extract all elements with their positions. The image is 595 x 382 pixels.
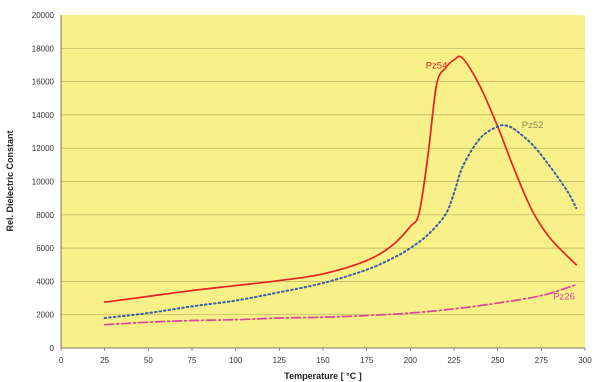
y-tick-label: 2000 xyxy=(36,311,54,320)
axes: 0200040006000800010000120001400016000180… xyxy=(32,11,592,365)
x-tick-label: 150 xyxy=(316,356,330,365)
grid-lines xyxy=(61,47,585,316)
y-tick-label: 20000 xyxy=(32,11,55,20)
y-tick-label: 18000 xyxy=(32,44,55,53)
series-group xyxy=(103,55,578,326)
y-tick-label: 16000 xyxy=(32,78,55,87)
x-tick-label: 250 xyxy=(491,356,505,365)
x-tick-label: 50 xyxy=(144,356,153,365)
y-tick-label: 8000 xyxy=(36,211,54,220)
x-axis-title: Temperature [ °C ] xyxy=(284,371,361,381)
x-tick-label: 125 xyxy=(273,356,287,365)
series-label-pz26: Pz26 xyxy=(553,292,575,303)
y-tick-label: 10000 xyxy=(32,178,55,187)
series-line-pz26 xyxy=(103,283,578,326)
x-tick-label: 175 xyxy=(360,356,374,365)
x-tick-label: 200 xyxy=(404,356,418,365)
series-label-pz54: Pz54 xyxy=(426,60,448,71)
x-tick-label: 25 xyxy=(100,356,109,365)
x-tick-label: 0 xyxy=(59,356,64,365)
x-tick-label: 100 xyxy=(229,356,243,365)
y-axis-title: Rel. Dielectric Constant xyxy=(5,130,15,231)
series-labels: Pz54 Pz52 Pz26 xyxy=(426,60,575,302)
y-tick-label: 12000 xyxy=(32,144,55,153)
series-line-pz54 xyxy=(103,55,578,304)
y-tick-label: 6000 xyxy=(36,244,54,253)
x-tick-label: 300 xyxy=(578,356,592,365)
x-tick-label: 225 xyxy=(447,356,461,365)
y-tick-label: 14000 xyxy=(32,111,55,120)
x-tick-label: 275 xyxy=(535,356,549,365)
x-tick-label: 75 xyxy=(188,356,197,365)
series-label-pz52: Pz52 xyxy=(522,120,544,131)
y-tick-label: 4000 xyxy=(36,277,54,286)
series-line-pz52 xyxy=(103,124,578,320)
y-tick-label: 0 xyxy=(50,344,55,353)
